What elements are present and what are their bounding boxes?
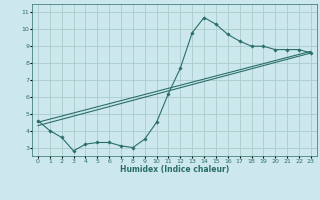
X-axis label: Humidex (Indice chaleur): Humidex (Indice chaleur) xyxy=(120,165,229,174)
